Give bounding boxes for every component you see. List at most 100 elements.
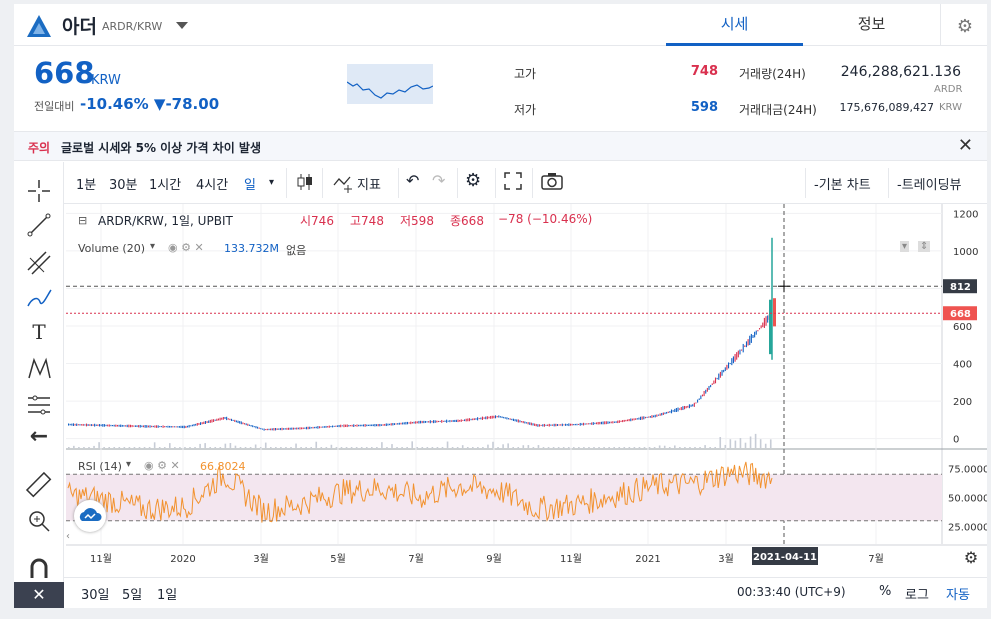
measure-icon[interactable] (24, 390, 54, 420)
back-arrow-icon[interactable]: ← (29, 424, 49, 449)
candle (522, 421, 524, 424)
log-toggle[interactable]: 로그 (905, 588, 929, 603)
coin-select-chevron-down-icon[interactable] (176, 22, 188, 29)
range-30d[interactable]: 30일 (81, 588, 110, 603)
legend-symbol: ARDR/KRW, 1일, UPBIT (98, 214, 233, 228)
interval-1m[interactable]: 1분 (76, 178, 97, 193)
volume-bar (764, 443, 767, 448)
upbit-cloud-icon[interactable] (74, 500, 106, 532)
range-1d[interactable]: 1일 (157, 588, 178, 603)
settings-gear-icon[interactable]: ⚙ (465, 170, 482, 191)
candle (76, 423, 78, 426)
candle (71, 423, 73, 426)
volume-bar (724, 444, 727, 448)
volume-legend-controls-icon[interactable]: ◉ ⚙ ✕ (168, 241, 204, 254)
candle (682, 406, 684, 411)
fib-icon[interactable] (24, 248, 54, 278)
auto-toggle[interactable]: 자동 (946, 588, 970, 603)
warning-label: 주의 (28, 141, 51, 155)
candle (529, 422, 531, 425)
remove-icon[interactable]: ✕ (14, 582, 64, 608)
candle-type-icon[interactable] (296, 172, 314, 196)
rsi-legend-label[interactable]: RSI (14) (78, 460, 122, 473)
pattern-icon[interactable] (24, 354, 54, 384)
volume-bar (88, 447, 90, 448)
percent-toggle[interactable]: % (879, 584, 892, 599)
volume-bar (406, 447, 408, 448)
volume-bar (431, 447, 434, 448)
candle (68, 423, 70, 426)
rsi-legend-controls-icon[interactable]: ◉ ⚙ ✕ (144, 459, 180, 472)
last-price-label: 668 (950, 309, 971, 320)
ruler-icon[interactable] (24, 470, 54, 500)
pane-maximize-icon[interactable]: ⇕ (918, 241, 931, 252)
candle (123, 425, 125, 427)
indicator-icon[interactable] (332, 171, 354, 197)
candle (615, 421, 617, 423)
interval-chevron-down-icon[interactable]: ▾ (269, 177, 275, 188)
volume-legend-label[interactable]: Volume (20) (78, 242, 145, 255)
interval-1d[interactable]: 일 (244, 178, 256, 193)
candle (173, 426, 176, 428)
coin-code: ARDR/KRW (102, 20, 163, 33)
pane-collapse-icon[interactable]: ▾ (900, 241, 910, 252)
undo-icon[interactable]: ↶ (406, 171, 420, 190)
candle (307, 426, 309, 430)
candle (545, 424, 547, 426)
tab-price[interactable]: 시세 (666, 4, 803, 46)
range-5d[interactable]: 5일 (122, 588, 143, 603)
interval-30m[interactable]: 30분 (109, 178, 138, 193)
crosshair-time-label: 2021-04-11 (753, 552, 817, 563)
tab-info[interactable]: 정보 (857, 15, 886, 33)
volume-bar (426, 447, 429, 448)
candle (499, 416, 501, 418)
fullscreen-icon[interactable] (504, 172, 522, 194)
interval-4h[interactable]: 4시간 (196, 178, 229, 193)
price-chart[interactable]: 12001000800600400200081266875.000050.000… (66, 204, 989, 574)
candle (501, 416, 503, 419)
candle (265, 429, 267, 431)
interval-1h[interactable]: 1시간 (149, 178, 182, 193)
scroll-left-icon[interactable]: ‹ (66, 531, 70, 542)
volume-bar (325, 447, 328, 448)
clock[interactable]: 00:33:40 (UTC+9) (737, 585, 846, 599)
rsi-legend-chevron-down-icon[interactable]: ▾ (126, 459, 132, 470)
legend-low: 저598 (400, 212, 434, 229)
magnet-icon[interactable] (24, 554, 54, 584)
zoom-icon[interactable] (24, 506, 54, 536)
basic-chart-button[interactable]: -기본 차트 (814, 178, 871, 193)
close-icon[interactable]: ✕ (957, 135, 973, 156)
volume-bar (224, 443, 227, 448)
candle (659, 413, 661, 416)
chart-area[interactable]: 12001000800600400200081266875.000050.000… (66, 204, 989, 574)
candle (348, 424, 350, 427)
candle (728, 362, 730, 369)
candle (351, 424, 353, 427)
candle (739, 349, 741, 355)
camera-icon[interactable] (541, 172, 563, 194)
crosshair-icon[interactable] (24, 176, 54, 206)
volume-bar (98, 442, 100, 448)
trendline-icon[interactable] (24, 210, 54, 240)
text-icon[interactable]: T (32, 320, 46, 344)
legend-collapse-icon[interactable]: ⊟ (78, 214, 88, 227)
indicator-button[interactable]: 지표 (357, 178, 381, 193)
volume-bar (143, 447, 146, 448)
volume-bar (113, 447, 116, 448)
volume-bar (169, 443, 171, 448)
gear-icon[interactable]: ⚙ (956, 16, 973, 37)
volume-bar (179, 447, 181, 448)
legend-close-value: 668 (461, 214, 484, 228)
candle (732, 356, 734, 364)
redo-icon[interactable]: ↷ (432, 171, 446, 190)
time-axis-settings-gear-icon[interactable]: ⚙ (964, 548, 978, 567)
tradingview-button[interactable]: -트레이딩뷰 (897, 178, 962, 193)
candle (620, 420, 622, 422)
volume-bar (108, 447, 110, 448)
brush-icon[interactable] (24, 284, 54, 314)
rsi-tick-label: 75.0000 (948, 464, 987, 475)
candle (338, 424, 340, 428)
candle (431, 420, 433, 423)
volume-legend-chevron-down-icon[interactable]: ▾ (150, 241, 156, 252)
candle (227, 418, 229, 420)
